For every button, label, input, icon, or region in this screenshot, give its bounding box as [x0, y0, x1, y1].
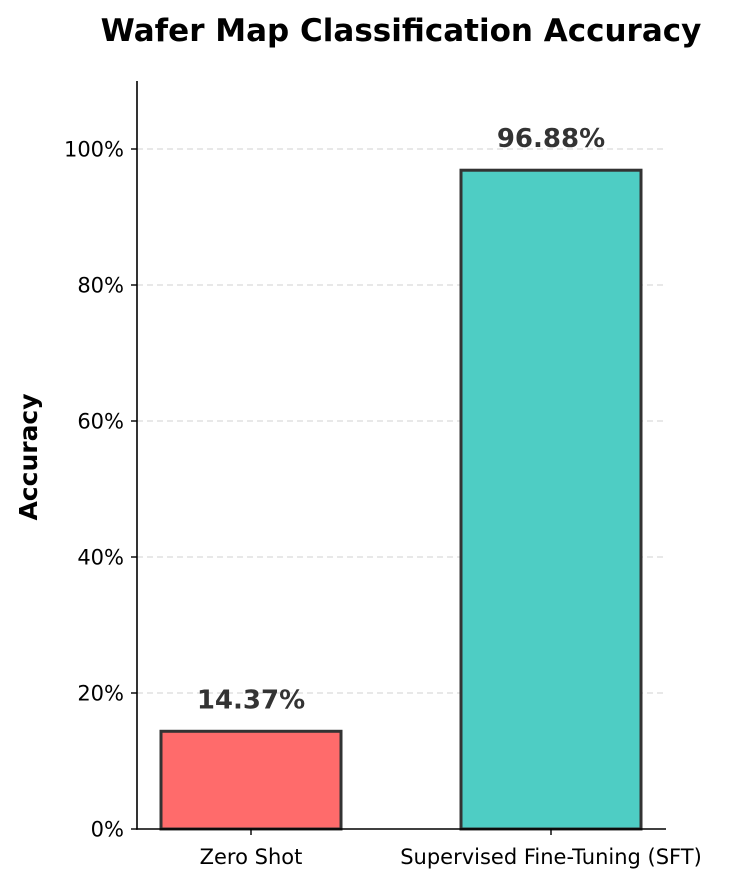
data-label: 96.88%: [497, 124, 605, 154]
y-tick-label: 100%: [64, 138, 124, 162]
y-tick-label: 20%: [77, 682, 124, 706]
x-tick-label: Supervised Fine-Tuning (SFT): [400, 845, 702, 869]
data-labels: 14.37% 96.88%: [197, 124, 605, 715]
y-axis-label: Accuracy: [14, 393, 43, 520]
y-tick-label: 0%: [91, 818, 124, 842]
gridlines: [137, 148, 664, 694]
axes: 0% 20% 40% 60% 80% 100% Zero Shot Supervised Fi…: [64, 81, 702, 869]
y-tick-label: 60%: [77, 410, 124, 434]
bar-sft: [459, 168, 643, 831]
data-label: 14.37%: [197, 685, 305, 715]
y-tick-label: 40%: [77, 546, 124, 570]
x-tick-label: Zero Shot: [200, 845, 303, 869]
chart-title: Wafer Map Classification Accuracy: [101, 13, 702, 49]
bars: [159, 168, 643, 831]
bar-zero-shot: [159, 729, 343, 831]
y-tick-label: 80%: [77, 274, 124, 298]
